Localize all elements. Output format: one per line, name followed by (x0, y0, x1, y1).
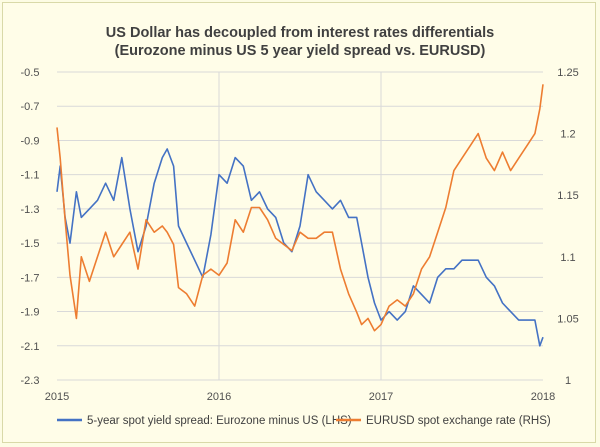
left-tick-label: -1.7 (21, 272, 40, 284)
left-tick-label: -2.3 (21, 375, 40, 387)
right-tick-label: 1.25 (557, 67, 578, 79)
series-line-spread (56, 148, 544, 347)
gridlines (57, 71, 543, 381)
left-tick-label: -0.5 (21, 67, 40, 79)
left-tick-label: -1.3 (21, 204, 40, 216)
x-tick-label: 2018 (531, 391, 555, 403)
left-tick-label: -0.9 (21, 135, 40, 147)
left-tick-label: -0.7 (21, 101, 40, 113)
chart-title: US Dollar has decoupled from interest ra… (106, 25, 494, 41)
right-axis: 1.25 1.2 1.15 1.1 1.05 1 (557, 67, 578, 387)
left-tick-label: -2.1 (21, 341, 40, 353)
left-axis: -0.5 -0.7 -0.9 -1.1 -1.3 -1.5 -1.7 -1.9 -2.1 -2.3 (21, 67, 40, 387)
x-tick-label: 2015 (45, 391, 69, 403)
left-tick-label: -1.9 (21, 307, 40, 319)
legend: 5-year spot yield spread: Eurozone minus… (57, 415, 551, 427)
left-tick-label: -1.5 (21, 238, 40, 250)
legend-label-spread: 5-year spot yield spread: Eurozone minus… (87, 415, 352, 427)
right-tick-label: 1.05 (557, 313, 578, 325)
x-axis: 2015 2016 2017 2018 (45, 391, 555, 403)
chart-frame (2, 2, 596, 443)
series-line-eurusd (56, 84, 544, 332)
series-lines (56, 84, 544, 347)
right-tick-label: 1.1 (560, 252, 575, 264)
x-tick-label: 2016 (207, 391, 231, 403)
chart-subtitle: (Eurozone minus US 5 year yield spread v… (115, 43, 486, 59)
left-tick-label: -1.1 (21, 170, 40, 182)
right-tick-label: 1 (565, 375, 571, 387)
legend-label-eurusd: EURUSD spot exchange rate (RHS) (366, 415, 551, 427)
right-tick-label: 1.2 (560, 129, 575, 141)
right-tick-label: 1.15 (557, 190, 578, 202)
x-tick-label: 2017 (369, 391, 393, 403)
